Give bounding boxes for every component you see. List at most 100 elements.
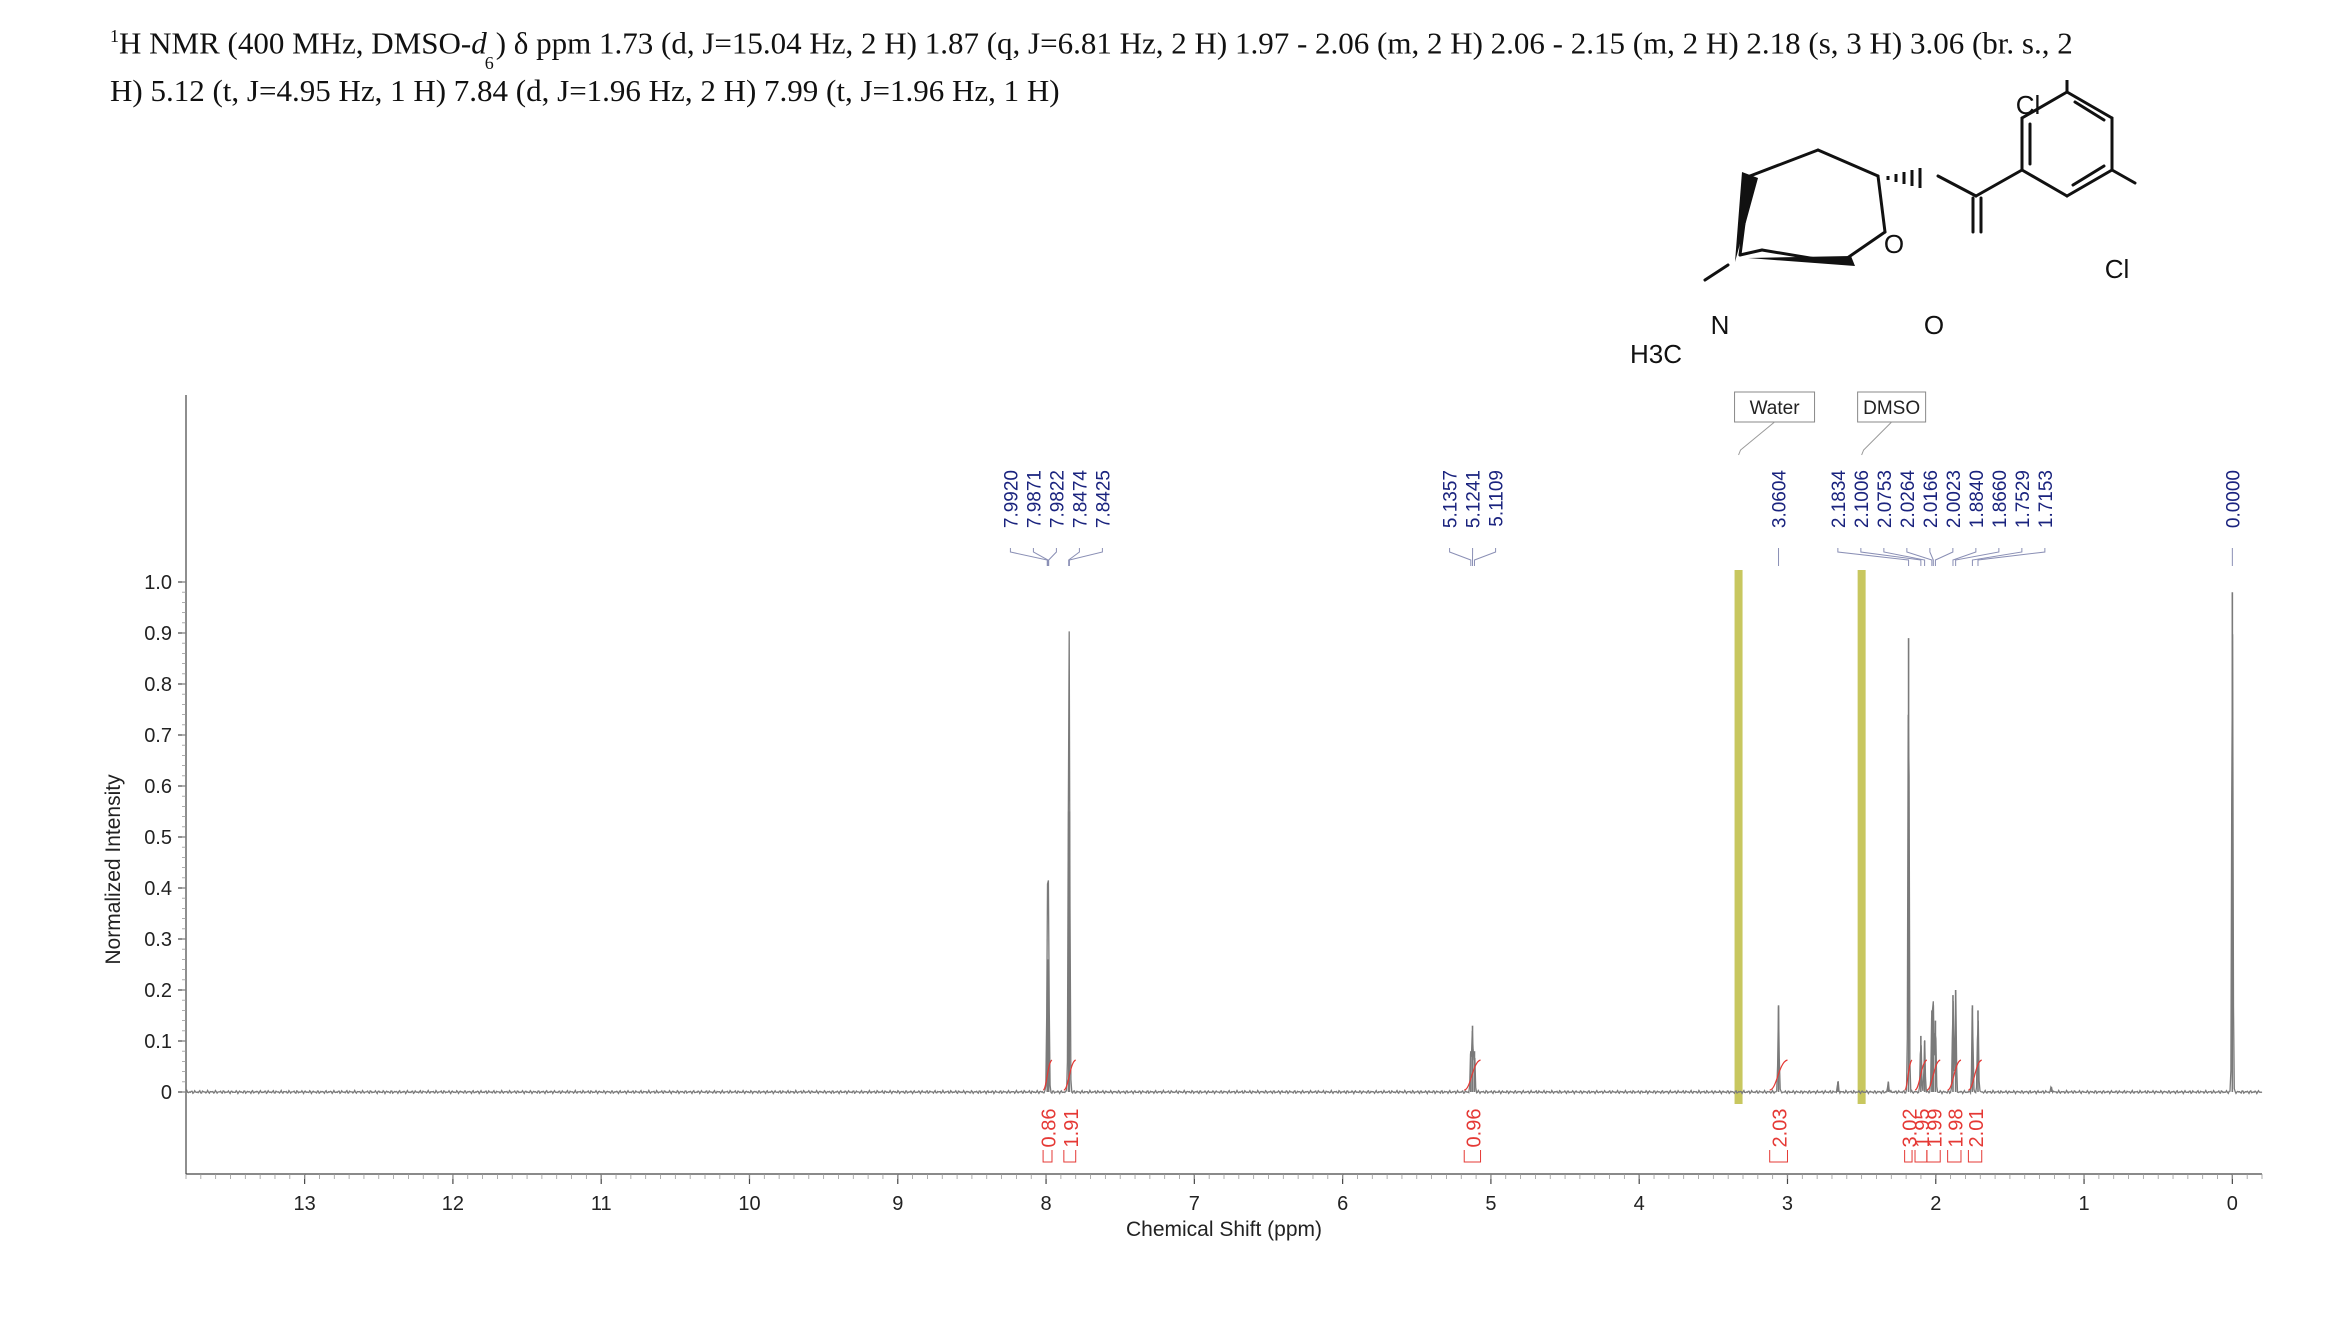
peak-leader [1955, 548, 2000, 566]
atom-label: O [1884, 229, 1904, 259]
title-line-2: H) 5.12 (t, J=4.95 Hz, 1 H) 7.84 (d, J=1… [110, 73, 1060, 109]
peak-leader [1929, 548, 1934, 566]
integral-value: 2.03 [1770, 1109, 1792, 1148]
integral-curve [1947, 1059, 1962, 1091]
peak-label: 7.9822 [1047, 470, 1068, 528]
x-axis-title: Chemical Shift (ppm) [1126, 1218, 1322, 1241]
atom-label: O [1924, 310, 1944, 340]
y-tick-label: 0.4 [144, 878, 172, 900]
integral-curve [1926, 1059, 1941, 1091]
x-tick-label: 10 [738, 1193, 760, 1215]
integral-bracket [1769, 1150, 1788, 1163]
x-tick-label: 6 [1337, 1193, 1348, 1215]
integral-value: 0.96 [1463, 1109, 1485, 1148]
peak-leader [1971, 548, 2023, 566]
bond-c2-c3 [1748, 148, 1820, 178]
peak-labels: 7.9920 7.9871 7.9822 7.8474 7.8425 5.1357 5.12… [1001, 470, 2244, 566]
x-tick-label: 8 [1040, 1193, 1051, 1215]
integral-bracket [1463, 1150, 1482, 1163]
integral-curve [1968, 1059, 1983, 1091]
spectrum-line [185, 631, 2263, 1096]
integral-bracket [1947, 1150, 1962, 1163]
y-tick-label: 0.6 [144, 776, 172, 798]
bond-o-carbonyl [1936, 174, 1978, 198]
x-tick-label: 13 [294, 1193, 316, 1215]
peak-leader [1952, 548, 1977, 566]
wedge-bond-bridge [1748, 256, 1855, 266]
x-tick-label: 0 [2227, 1193, 2238, 1215]
peak-leader [1068, 548, 1103, 566]
peak-label: 1.7529 [2013, 470, 2034, 528]
x-tick-label: 7 [1189, 1193, 1200, 1215]
solvent-band [1734, 570, 1743, 1104]
peak-label: 7.8474 [1070, 470, 1091, 529]
peak-label: 7.8425 [1093, 470, 1114, 528]
integral-curve [1463, 1059, 1481, 1091]
solvent-band [1857, 570, 1866, 1104]
title-line-1: ) δ ppm 1.73 (d, J=15.04 Hz, 2 H) 1.87 (… [495, 25, 2073, 61]
solvent-label: DMSO [1863, 398, 1920, 419]
solvent-leader [1861, 421, 1892, 456]
molecule-atom-labels: Cl Cl O O N H3C [1630, 90, 2129, 369]
bond-bridge [1738, 248, 1764, 257]
integral-bracket [1063, 1150, 1077, 1163]
integral-bracket [1042, 1150, 1053, 1163]
y-tick-label: 0.9 [144, 623, 172, 645]
integral-bracket [1926, 1150, 1941, 1163]
molecule-structure [1703, 80, 2137, 282]
ring-double-3 [2071, 164, 2106, 187]
ring-bond-3 [2065, 90, 2114, 120]
peak-leader [1883, 548, 1926, 566]
peak-leader [1449, 548, 1472, 566]
bond-n-ch3 [1703, 263, 1730, 282]
integral-value: 0.86 [1039, 1109, 1061, 1148]
peak-leader [1906, 548, 1933, 566]
peak-leader [1068, 548, 1080, 566]
atom-label: Cl [2105, 254, 2130, 284]
y-axis-title: Normalized Intensity [102, 774, 125, 965]
integral-curve [1042, 1059, 1053, 1091]
peak-leader [1977, 548, 2046, 566]
integral-value: 1.98 [1945, 1109, 1967, 1148]
integral-value: 2.01 [1966, 1109, 1988, 1148]
solvent-label-box [1734, 391, 1816, 423]
integral-value: 3.02 [1899, 1109, 1921, 1148]
peak-leader [1837, 548, 1910, 566]
peak-label: 7.9920 [1001, 470, 1022, 528]
y-tick-label: 0.8 [144, 674, 172, 696]
ring-double-2 [2073, 100, 2106, 122]
x-tick-label: 9 [892, 1193, 903, 1215]
integral-curve [1063, 1059, 1077, 1091]
solvent-bands: Water DMSO [1734, 391, 1927, 1104]
spectrum-trace [185, 592, 2263, 1096]
bond-c4-c5 [1876, 174, 1887, 234]
bond-ring-cl-right [2110, 168, 2137, 185]
x-tick-label: 11 [591, 1193, 612, 1215]
integral-marks: 0.86 1.91 0.96 2.03 3.021.951.991.982.01 [1039, 1059, 1988, 1163]
peak-label: 2.0023 [1944, 470, 1965, 528]
integral-bracket [1904, 1150, 1913, 1163]
nucleus-superscript: 1 [110, 26, 119, 46]
y-tick-label: 1.0 [144, 572, 172, 594]
x-tick-label: 2 [1930, 1193, 1941, 1215]
wedge-bond-n [1735, 172, 1758, 262]
ring-bond-5 [2065, 168, 2114, 198]
peak-label: 7.9871 [1024, 470, 1045, 528]
integral-curve [1914, 1059, 1928, 1091]
peak-label: 2.0264 [1898, 470, 1919, 529]
peak-leader [1009, 548, 1048, 566]
peak-label: 5.1109 [1487, 470, 1508, 527]
peak-label: 3.0604 [1770, 470, 1791, 529]
integral-value: 1.91 [1061, 1109, 1083, 1148]
integral-bracket [1914, 1150, 1928, 1163]
peak-leader [1934, 548, 1954, 566]
y-tick-label: 0.2 [144, 980, 172, 1002]
peak-leader [1048, 548, 1057, 566]
integral-curve [1904, 1059, 1913, 1091]
peak-label: 2.0166 [1921, 470, 1942, 528]
solvent-label: Water [1750, 398, 1801, 419]
spectrum-title: 1H NMR (400 MHz, DMSO-d6) δ ppm 1.73 (d,… [110, 14, 2310, 113]
atom-label: H3C [1630, 339, 1682, 369]
